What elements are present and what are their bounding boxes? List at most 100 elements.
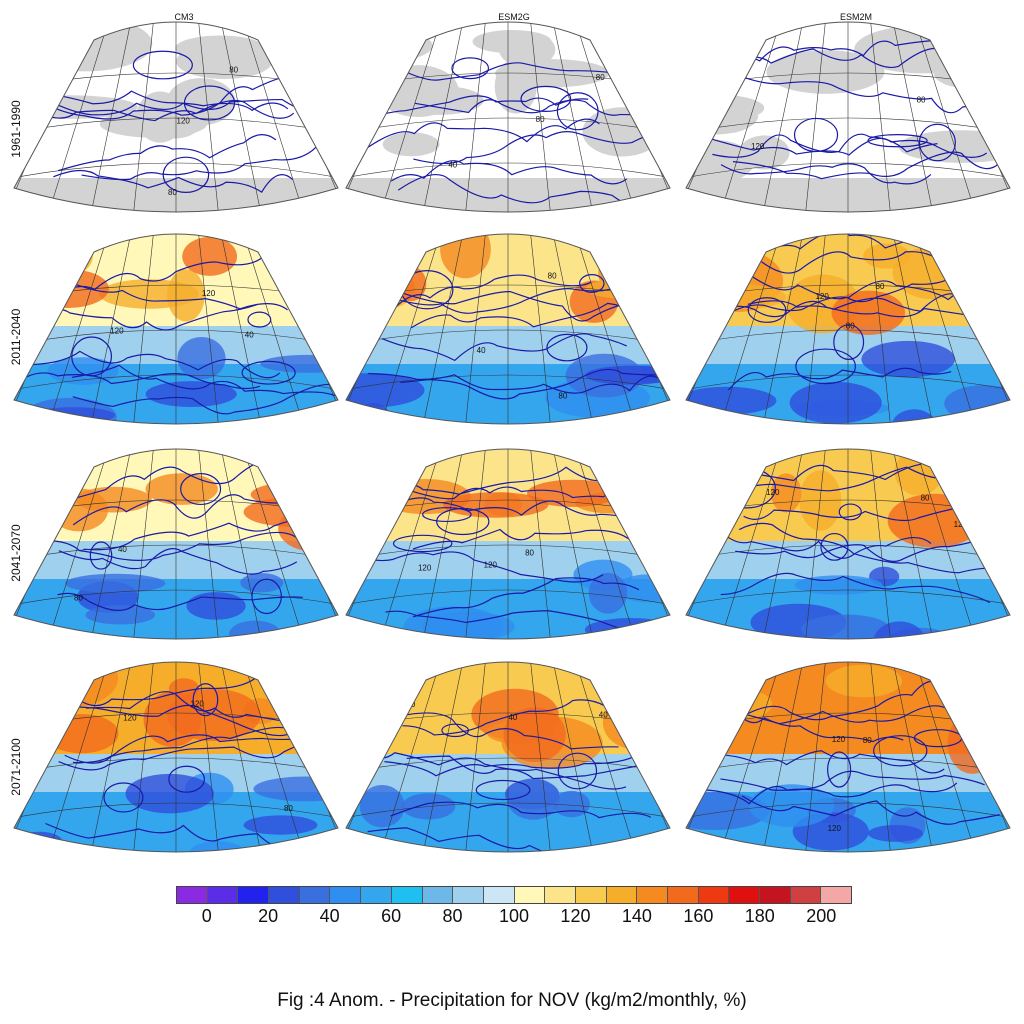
meridian-line bbox=[869, 22, 893, 212]
meridian-line bbox=[551, 22, 597, 212]
map-panel: 40 120 120 bbox=[13, 233, 339, 425]
contour-value-label: 80 bbox=[921, 493, 930, 502]
contour-loop bbox=[867, 134, 928, 148]
parallel-line bbox=[686, 117, 1010, 135]
colorbar-tick-label: 120 bbox=[560, 906, 591, 926]
colorbar-swatch bbox=[422, 887, 454, 903]
meridian-line bbox=[803, 662, 827, 852]
meridian-line bbox=[463, 22, 487, 212]
contour-line bbox=[26, 303, 258, 331]
contour-line bbox=[411, 302, 645, 329]
contour-value-label: 80 bbox=[536, 115, 545, 124]
contour-value-label: 80 bbox=[558, 391, 567, 400]
contour-value-label: 120 bbox=[828, 824, 842, 833]
row-label-2041-2070: 2041-2070 bbox=[9, 524, 23, 582]
cool-anomaly-patch bbox=[801, 614, 891, 639]
parallel-line bbox=[346, 117, 670, 135]
contour-line bbox=[64, 725, 317, 764]
contour-line bbox=[358, 750, 627, 790]
contour-loop bbox=[793, 117, 839, 153]
meridian-line bbox=[529, 234, 553, 424]
cool-anomaly-patch bbox=[748, 784, 835, 828]
meridian-line bbox=[463, 662, 487, 852]
contour-value-label: 80 bbox=[548, 271, 557, 280]
meridian-line bbox=[913, 662, 981, 852]
colorbar-tick-label: 0 bbox=[201, 906, 212, 926]
panel-outline bbox=[13, 661, 339, 853]
warm-anomaly-patch bbox=[278, 505, 338, 552]
land-mask-shape bbox=[499, 31, 556, 68]
contour-loop bbox=[556, 92, 599, 131]
cool-anomaly-patch bbox=[260, 354, 338, 373]
panel-outline bbox=[13, 233, 339, 425]
contour-line bbox=[714, 750, 945, 774]
contour-value-label: 40 bbox=[599, 710, 608, 719]
warm-anomaly-patch bbox=[145, 473, 218, 505]
colorbar-swatch bbox=[668, 887, 699, 903]
meridian-line bbox=[715, 449, 783, 639]
meridian-line bbox=[87, 22, 133, 212]
meridian-line bbox=[87, 234, 133, 424]
meridian-line bbox=[419, 662, 465, 852]
map-panel: 120 80 80 bbox=[685, 233, 1011, 425]
contour-loop bbox=[132, 50, 193, 80]
contour-line bbox=[381, 333, 627, 362]
contour-value-label: 120 bbox=[202, 289, 216, 298]
map-panel: 80 40 80 bbox=[345, 233, 671, 425]
meridian-line bbox=[241, 234, 309, 424]
meridian-line bbox=[913, 449, 981, 639]
contour-line bbox=[390, 160, 628, 185]
meridian-line bbox=[551, 234, 597, 424]
colorbar-swatch bbox=[606, 887, 638, 903]
contour-line bbox=[375, 287, 643, 322]
contour-line bbox=[33, 350, 281, 379]
warm-anomaly-patch bbox=[440, 234, 491, 279]
contour-line bbox=[28, 531, 298, 562]
meridian-line bbox=[375, 449, 443, 639]
colorbar-swatch bbox=[299, 887, 331, 903]
warm-anomaly-patch bbox=[863, 243, 911, 269]
contour-line bbox=[743, 76, 996, 114]
contour-line bbox=[58, 739, 335, 771]
colorbar-swatch bbox=[207, 887, 239, 903]
contour-line bbox=[728, 367, 952, 391]
meridian-line bbox=[529, 22, 553, 212]
cool-anomaly-patch bbox=[621, 842, 662, 852]
warm-anomaly-patch bbox=[182, 236, 238, 276]
contour-line bbox=[53, 169, 294, 194]
warm-anomaly-patch bbox=[585, 278, 670, 300]
parallel-line bbox=[686, 802, 1010, 820]
panel-outline bbox=[685, 21, 1011, 213]
contour-loop bbox=[557, 752, 598, 790]
contour-loop bbox=[168, 765, 205, 793]
warm-anomaly-patch bbox=[503, 707, 566, 762]
cool-anomaly-patch bbox=[177, 337, 226, 380]
contour-loop bbox=[441, 723, 469, 738]
contour-line bbox=[735, 534, 994, 562]
meridian-line bbox=[219, 234, 265, 424]
contour-loop bbox=[579, 274, 605, 293]
warm-anomaly-patch bbox=[269, 234, 317, 283]
parallel-line bbox=[14, 329, 338, 347]
contour-value-label: 80 bbox=[596, 73, 605, 82]
parallel-line bbox=[14, 374, 338, 392]
parallel-line bbox=[14, 544, 338, 562]
contour-value-label: 120 bbox=[751, 142, 765, 151]
meridian-line bbox=[551, 662, 597, 852]
cool-anomaly-patch bbox=[253, 776, 338, 802]
meridian-line bbox=[891, 662, 937, 852]
meridian-line bbox=[573, 22, 641, 212]
contour-line bbox=[720, 770, 985, 791]
parallel-line bbox=[14, 802, 338, 820]
contour-line bbox=[400, 374, 663, 394]
meridian-line bbox=[131, 234, 155, 424]
cool-anomaly-patch bbox=[585, 365, 670, 385]
meridian-line bbox=[43, 22, 111, 212]
meridian-line bbox=[891, 449, 937, 639]
contour-loop bbox=[838, 503, 862, 521]
cool-anomaly-patch bbox=[584, 618, 670, 639]
cool-anomaly-patch bbox=[229, 620, 281, 639]
parallel-line bbox=[14, 589, 338, 607]
colorbar-tick-label: 20 bbox=[258, 906, 279, 926]
